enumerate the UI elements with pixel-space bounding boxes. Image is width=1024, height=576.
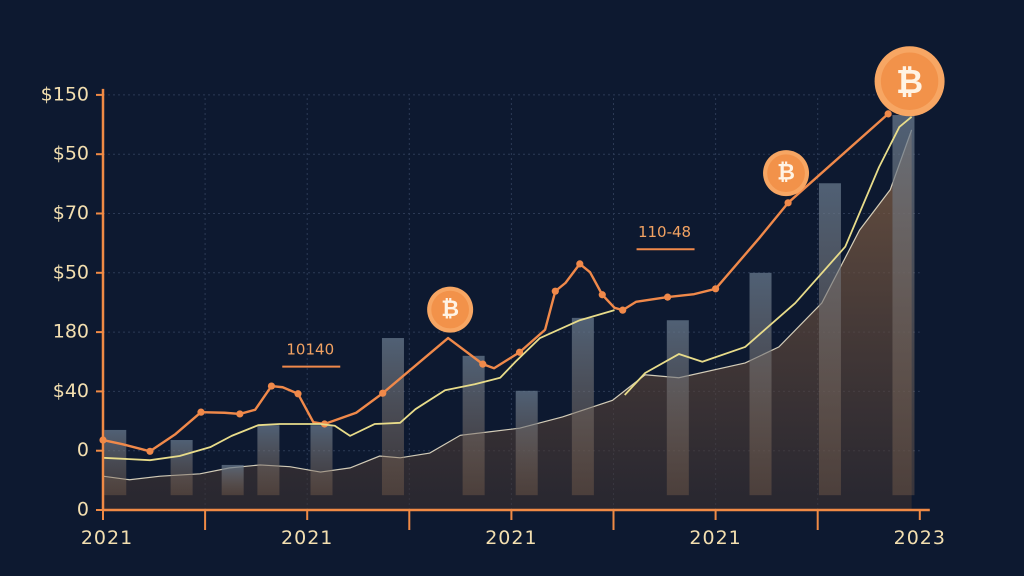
y-tick-label: 0	[77, 499, 89, 521]
bar	[381, 338, 404, 496]
badge-core	[880, 52, 939, 110]
bar	[170, 440, 193, 496]
y-tick-label: 180	[53, 321, 89, 343]
price-point	[197, 408, 205, 416]
annotation-layer: 10140 110-48	[282, 223, 695, 368]
bitcoin-icon: ₿	[874, 46, 945, 117]
x-tick-label: 2021	[281, 527, 333, 549]
x-tick-label: 2021	[81, 527, 133, 549]
price-point	[664, 293, 672, 301]
bar	[257, 425, 280, 496]
bitcoin-symbol: ₿	[441, 297, 459, 322]
bar	[892, 115, 915, 496]
y-tick-label: $70	[53, 202, 89, 224]
moving-average-line	[102, 309, 615, 462]
annotation-label: 10140	[286, 341, 334, 359]
y-tick-label: $50	[53, 261, 89, 283]
y-tick-label: $40	[53, 380, 89, 402]
bar-layer	[104, 115, 915, 496]
badge-layer: ₿ ₿ ₿	[427, 46, 945, 333]
price-point	[515, 348, 524, 356]
x-tick-label: 2023	[894, 527, 946, 549]
moving-average-line	[624, 116, 913, 396]
bitcoin-icon: ₿	[763, 150, 810, 197]
bar	[666, 320, 689, 496]
price-point	[598, 291, 606, 299]
price-point	[479, 360, 487, 368]
x-tick-label: 2021	[485, 527, 537, 549]
y-tick-label: $50	[53, 143, 89, 165]
price-point	[267, 382, 276, 390]
y-tick-label: $150	[41, 83, 89, 105]
price-point	[551, 287, 559, 295]
price-point	[236, 410, 244, 418]
bar	[571, 317, 594, 496]
bar	[310, 425, 333, 496]
axes: 0 0 $40 180 $50 $70 $50 $150 2021 2021 2021 2021 202…	[41, 83, 946, 549]
bitcoin-symbol: ₿	[896, 62, 923, 101]
bitcoin-icon: ₿	[427, 286, 474, 333]
x-tick-label: 2021	[689, 527, 741, 549]
price-point	[884, 110, 892, 118]
price-point	[784, 199, 792, 207]
badge-core	[431, 290, 470, 329]
price-point	[294, 390, 302, 398]
line-layer	[99, 110, 913, 462]
bitcoin-symbol: ₿	[777, 161, 795, 186]
price-point	[712, 285, 720, 293]
bar	[221, 464, 244, 496]
bar	[462, 355, 485, 496]
bar	[749, 272, 772, 496]
price-point	[379, 389, 387, 397]
bar	[515, 390, 538, 496]
price-point	[576, 260, 584, 268]
bar	[818, 183, 841, 496]
badge-core	[767, 154, 805, 193]
price-point	[619, 306, 627, 314]
price-line	[102, 112, 889, 453]
price-point	[146, 447, 154, 455]
y-tick-label: 0	[77, 439, 89, 461]
area-fill	[103, 129, 912, 510]
annotation-label: 110-48	[638, 223, 691, 241]
bar	[104, 429, 127, 496]
